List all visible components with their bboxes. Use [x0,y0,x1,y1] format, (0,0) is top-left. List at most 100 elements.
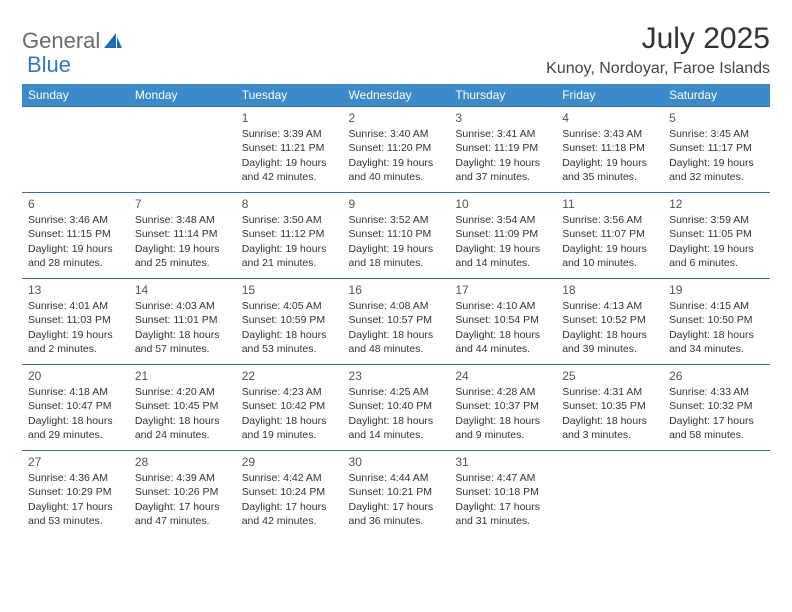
day-number: 21 [135,368,230,384]
sunset-text: Sunset: 10:18 PM [455,485,550,499]
daylight-text: Daylight: 19 hours and 37 minutes. [455,156,550,184]
sunset-text: Sunset: 10:24 PM [242,485,337,499]
sunset-text: Sunset: 10:29 PM [28,485,123,499]
calendar-day-cell: 9Sunrise: 3:52 AMSunset: 11:10 PMDayligh… [343,193,450,279]
location-text: Kunoy, Nordoyar, Faroe Islands [546,60,770,78]
sunrise-text: Sunrise: 4:33 AM [669,385,764,399]
sunrise-text: Sunrise: 4:18 AM [28,385,123,399]
weekday-header: Friday [556,84,663,107]
calendar-day-cell: 12Sunrise: 3:59 AMSunset: 11:05 PMDaylig… [663,193,770,279]
sunset-text: Sunset: 11:17 PM [669,141,764,155]
calendar-day-cell: 26Sunrise: 4:33 AMSunset: 10:32 PMDaylig… [663,365,770,451]
calendar-empty-cell [22,107,129,193]
page-header: General July 2025 Kunoy, Nordoyar, Faroe… [22,22,770,78]
daylight-text: Daylight: 18 hours and 9 minutes. [455,414,550,442]
weekday-header: Tuesday [236,84,343,107]
calendar-day-cell: 6Sunrise: 3:46 AMSunset: 11:15 PMDayligh… [22,193,129,279]
day-number: 30 [349,454,444,470]
sunset-text: Sunset: 11:18 PM [562,141,657,155]
sunset-text: Sunset: 10:52 PM [562,313,657,327]
calendar-day-cell: 15Sunrise: 4:05 AMSunset: 10:59 PMDaylig… [236,279,343,365]
sunset-text: Sunset: 10:47 PM [28,399,123,413]
sunset-text: Sunset: 10:59 PM [242,313,337,327]
daylight-text: Daylight: 17 hours and 36 minutes. [349,500,444,528]
daylight-text: Daylight: 17 hours and 31 minutes. [455,500,550,528]
calendar-day-cell: 28Sunrise: 4:39 AMSunset: 10:26 PMDaylig… [129,451,236,537]
daylight-text: Daylight: 19 hours and 21 minutes. [242,242,337,270]
daylight-text: Daylight: 19 hours and 32 minutes. [669,156,764,184]
sunrise-text: Sunrise: 4:44 AM [349,471,444,485]
daylight-text: Daylight: 18 hours and 14 minutes. [349,414,444,442]
sunset-text: Sunset: 10:37 PM [455,399,550,413]
sunrise-text: Sunrise: 4:39 AM [135,471,230,485]
daylight-text: Daylight: 18 hours and 39 minutes. [562,328,657,356]
sunrise-text: Sunrise: 3:59 AM [669,213,764,227]
calendar-head: SundayMondayTuesdayWednesdayThursdayFrid… [22,84,770,107]
calendar-day-cell: 22Sunrise: 4:23 AMSunset: 10:42 PMDaylig… [236,365,343,451]
daylight-text: Daylight: 19 hours and 14 minutes. [455,242,550,270]
daylight-text: Daylight: 19 hours and 25 minutes. [135,242,230,270]
weekday-header: Wednesday [343,84,450,107]
daylight-text: Daylight: 17 hours and 53 minutes. [28,500,123,528]
daylight-text: Daylight: 18 hours and 57 minutes. [135,328,230,356]
calendar-day-cell: 30Sunrise: 4:44 AMSunset: 10:21 PMDaylig… [343,451,450,537]
day-number: 1 [242,110,337,126]
calendar-empty-cell [129,107,236,193]
sunrise-text: Sunrise: 3:52 AM [349,213,444,227]
day-number: 24 [455,368,550,384]
day-number: 23 [349,368,444,384]
daylight-text: Daylight: 19 hours and 2 minutes. [28,328,123,356]
daylight-text: Daylight: 18 hours and 3 minutes. [562,414,657,442]
sunset-text: Sunset: 10:26 PM [135,485,230,499]
calendar-day-cell: 5Sunrise: 3:45 AMSunset: 11:17 PMDayligh… [663,107,770,193]
day-number: 26 [669,368,764,384]
sunset-text: Sunset: 11:21 PM [242,141,337,155]
weekday-header: Saturday [663,84,770,107]
calendar-day-cell: 21Sunrise: 4:20 AMSunset: 10:45 PMDaylig… [129,365,236,451]
calendar-week-row: 27Sunrise: 4:36 AMSunset: 10:29 PMDaylig… [22,451,770,537]
weekday-header: Thursday [449,84,556,107]
month-title: July 2025 [546,22,770,56]
sunrise-text: Sunrise: 4:47 AM [455,471,550,485]
day-number: 6 [28,196,123,212]
day-number: 19 [669,282,764,298]
day-number: 13 [28,282,123,298]
sunset-text: Sunset: 10:50 PM [669,313,764,327]
sunrise-text: Sunrise: 4:23 AM [242,385,337,399]
sunset-text: Sunset: 11:12 PM [242,227,337,241]
day-number: 12 [669,196,764,212]
sunset-text: Sunset: 11:07 PM [562,227,657,241]
sunrise-text: Sunrise: 4:15 AM [669,299,764,313]
sunset-text: Sunset: 10:57 PM [349,313,444,327]
calendar-empty-cell [556,451,663,537]
sunrise-text: Sunrise: 3:48 AM [135,213,230,227]
brand-logo: General [22,28,126,54]
daylight-text: Daylight: 19 hours and 6 minutes. [669,242,764,270]
sunrise-text: Sunrise: 4:25 AM [349,385,444,399]
calendar-day-cell: 25Sunrise: 4:31 AMSunset: 10:35 PMDaylig… [556,365,663,451]
brand-text-blue: Blue [27,52,71,77]
daylight-text: Daylight: 19 hours and 28 minutes. [28,242,123,270]
calendar-week-row: 20Sunrise: 4:18 AMSunset: 10:47 PMDaylig… [22,365,770,451]
sunset-text: Sunset: 11:01 PM [135,313,230,327]
sunset-text: Sunset: 11:20 PM [349,141,444,155]
sunrise-text: Sunrise: 3:56 AM [562,213,657,227]
sunrise-text: Sunrise: 4:13 AM [562,299,657,313]
calendar-day-cell: 2Sunrise: 3:40 AMSunset: 11:20 PMDayligh… [343,107,450,193]
weekday-header: Monday [129,84,236,107]
day-number: 25 [562,368,657,384]
sunrise-text: Sunrise: 3:46 AM [28,213,123,227]
sunrise-text: Sunrise: 3:54 AM [455,213,550,227]
sunset-text: Sunset: 10:21 PM [349,485,444,499]
sunset-text: Sunset: 10:42 PM [242,399,337,413]
sunset-text: Sunset: 10:45 PM [135,399,230,413]
day-number: 27 [28,454,123,470]
sunrise-text: Sunrise: 4:05 AM [242,299,337,313]
day-number: 29 [242,454,337,470]
sunrise-text: Sunrise: 4:42 AM [242,471,337,485]
calendar-page: General July 2025 Kunoy, Nordoyar, Faroe… [0,0,792,537]
day-number: 2 [349,110,444,126]
day-number: 18 [562,282,657,298]
sunset-text: Sunset: 11:03 PM [28,313,123,327]
day-number: 16 [349,282,444,298]
